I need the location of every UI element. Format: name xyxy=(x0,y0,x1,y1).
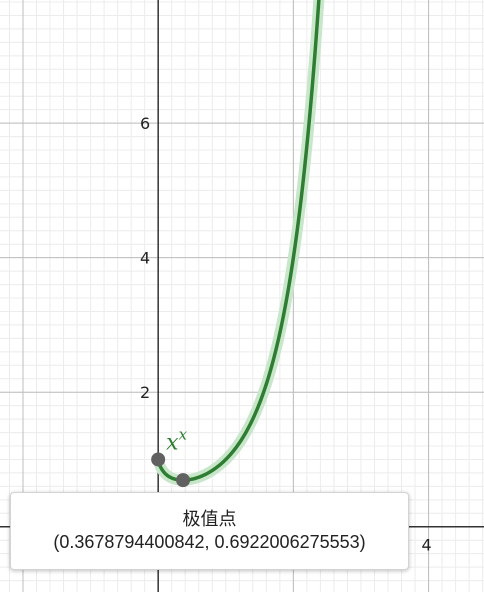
y-tick-label-4: 4 xyxy=(140,249,150,268)
function-curve-group[interactable] xyxy=(152,0,325,486)
tooltip-title: 极值点 xyxy=(182,509,237,530)
function-label: xx xyxy=(166,425,187,455)
y-intercept-point[interactable] xyxy=(151,452,166,467)
y-tick-label-6: 6 xyxy=(140,114,150,133)
function-curve-highlight xyxy=(152,0,325,486)
y-tick-label-2: 2 xyxy=(140,383,150,402)
x-tick-label-4: 4 xyxy=(421,536,431,555)
tick-labels: 2 4 6 4 xyxy=(140,114,432,555)
points-group[interactable] xyxy=(151,452,191,488)
point-tooltip: 极值点 (0.3678794400842, 0.6922006275553) xyxy=(10,492,409,570)
extremum-point[interactable] xyxy=(176,473,191,488)
tooltip-coordinates: (0.3678794400842, 0.6922006275553) xyxy=(53,532,366,552)
